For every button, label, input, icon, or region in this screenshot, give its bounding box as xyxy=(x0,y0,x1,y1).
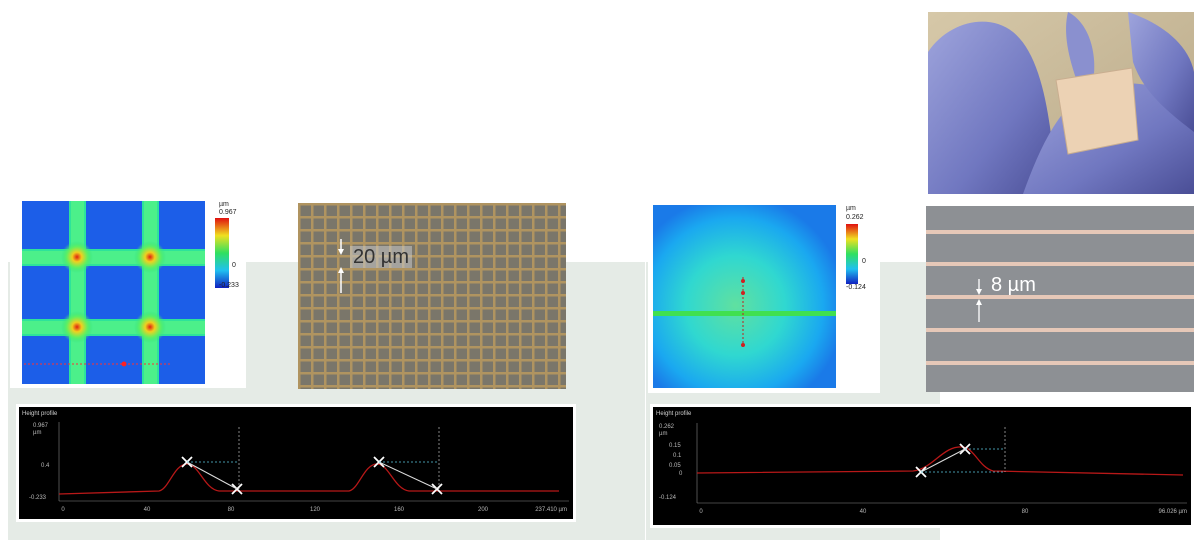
right-profile-y-tick: 0 xyxy=(679,471,683,477)
right-scale-min: -0.124 xyxy=(846,284,866,291)
right-scale-unit: µm xyxy=(846,205,856,212)
sample-photo xyxy=(928,12,1194,194)
right-profile-y-tick: 0.05 xyxy=(669,463,681,469)
right-scale-bar-label: 8 µm xyxy=(991,274,1036,296)
right-heightmap-image xyxy=(653,205,836,388)
sample-photo-image xyxy=(928,12,1194,194)
right-profile-y-tick: 0.1 xyxy=(673,453,682,459)
right-micrograph-image xyxy=(926,206,1194,392)
right-profile-y-unit: µm xyxy=(659,431,667,437)
left-heightmap-figure: µm 0.967 0 -0.233 xyxy=(10,198,246,388)
left-scale-bar-label: 20 µm xyxy=(350,246,412,268)
right-profile-y-tick: 0.262 xyxy=(659,424,675,430)
left-profile-y-tick: 0.967 xyxy=(33,423,49,429)
left-scale-min: -0.233 xyxy=(219,282,239,289)
right-profile-title: Height profile xyxy=(656,411,692,417)
right-scale-max: 0.262 xyxy=(846,214,864,221)
left-profile-x-tick: 0 xyxy=(61,507,65,513)
left-scale-max: 0.967 xyxy=(219,209,237,216)
left-color-scale xyxy=(215,218,229,288)
right-profile-x-tick: 0 xyxy=(699,509,703,515)
right-profile-x-tick: 40 xyxy=(860,509,867,515)
right-profile-y-tick: 0.15 xyxy=(669,443,681,449)
left-profile-x-tick: 120 xyxy=(310,507,321,513)
left-profile-y-unit: µm xyxy=(33,430,41,436)
left-profile-x-tick: 80 xyxy=(228,507,235,513)
left-profile-x-tick: 40 xyxy=(144,507,151,513)
left-profile-title: Height profile xyxy=(22,411,58,417)
left-profile-x-tick: 160 xyxy=(394,507,405,513)
left-profile-y-tick: -0.233 xyxy=(29,495,47,501)
right-profile-x-tick: 96.026 µm xyxy=(1159,509,1187,515)
left-micrograph-image xyxy=(298,203,566,389)
left-height-profile: Height profile µm 0.967 0.4 -0.233 0 40 80… xyxy=(16,404,576,522)
right-height-profile: Height profile µm 0.262 0.15 0.1 0.05 0 … xyxy=(650,404,1194,528)
right-profile-x-tick: 80 xyxy=(1022,509,1029,515)
left-scale-mid: 0 xyxy=(232,262,236,269)
left-profile-x-tick: 200 xyxy=(478,507,489,513)
right-profile-y-tick: -0.124 xyxy=(659,495,677,501)
right-heightmap-figure: µm 0.262 0 -0.124 xyxy=(648,200,880,393)
left-height-profile-plot: Height profile µm 0.967 0.4 -0.233 0 40 80… xyxy=(22,411,569,513)
left-profile-x-tick: 237.410 µm xyxy=(535,507,567,513)
left-scale-unit: µm xyxy=(219,201,229,208)
left-micrograph: 20 µm xyxy=(298,203,566,389)
right-scale-mid: 0 xyxy=(862,258,866,265)
right-micrograph: 8 µm xyxy=(926,206,1194,392)
right-color-scale xyxy=(846,224,858,284)
left-heightmap-image xyxy=(22,201,205,384)
left-profile-y-tick: 0.4 xyxy=(41,463,50,469)
right-height-profile-plot: Height profile µm 0.262 0.15 0.1 0.05 0 … xyxy=(656,411,1187,515)
